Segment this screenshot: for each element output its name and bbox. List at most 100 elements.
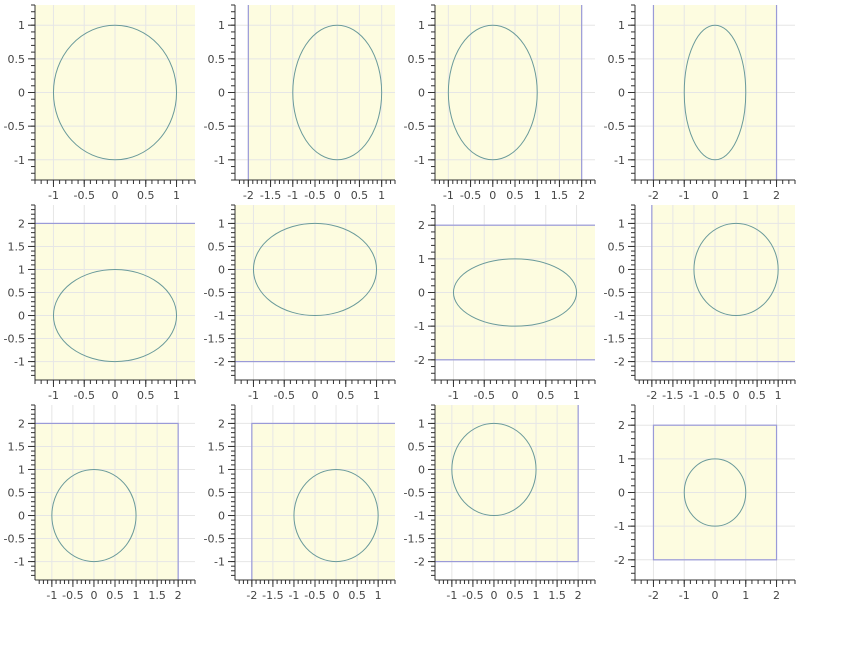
y-tick-label: -1 [14,154,25,167]
y-tick-label: -1 [614,520,625,533]
box-outline [581,5,583,180]
x-tick-label: -1 [248,389,259,402]
x-tick-label: -0.5 [62,589,83,602]
circle-glyph [252,222,378,317]
subplot-9: -1 -0.5 0 0.5 1 1.5 2 -1 -0.5 0 0.5 1 1.5 2 [4,404,196,602]
circle-glyph [52,268,178,363]
circle-glyph [683,24,747,161]
x-tick-label: 0 [490,589,497,602]
circle-glyph [693,222,779,317]
circle-glyph [52,24,178,161]
y-tick-label: 1.5 [8,240,26,253]
box-fill [651,205,795,362]
y-tick-label: 0 [618,87,625,100]
y-tick-label: -0.5 [404,120,425,133]
x-tick-label: 0.5 [106,589,124,602]
y-tick-label: 0 [418,463,425,476]
y-tick-label: 0 [18,310,25,323]
y-tick-label: 0.5 [8,487,26,500]
x-tick-label: 0.5 [506,589,524,602]
x-tick-label: 0.5 [137,189,155,202]
x-tick-label: 1.5 [551,189,569,202]
y-tick-label: 2 [18,417,25,430]
x-tick-label: 2 [773,189,780,202]
x-tick-label: -1 [443,189,454,202]
y-tick-label: 1 [418,19,425,32]
x-tick-label: -0.5 [304,189,325,202]
box-outline [247,5,249,180]
box-outline [251,422,395,580]
x-tick-label: 0.5 [137,389,155,402]
y-tick-label: 2 [418,219,425,232]
y-tick-label: -2 [614,356,625,369]
x-tick-label: 1 [173,389,180,402]
box-outline [235,360,395,363]
y-tick-label: 0 [18,510,25,523]
y-tick-label: 1 [418,417,425,430]
x-tick-label: 0.5 [337,389,355,402]
x-tick-label: -2 [243,189,254,202]
y-tick-label: 0.5 [608,53,626,66]
y-tick-label: -1 [214,310,225,323]
y-tick-label: -0.5 [604,120,625,133]
x-tick-label: 0.5 [748,389,766,402]
x-tick-label: 1 [573,389,580,402]
x-tick-label: 0 [712,189,719,202]
y-tick-label: 0 [618,487,625,500]
subplot-6: -1 -0.5 0 0.5 1 -2 -1.5 -1 -0.5 0 0.5 1 [204,204,396,402]
x-tick-label: -1.5 [260,189,281,202]
x-tick-label: -2 [646,389,657,402]
x-tick-label: 0.5 [537,389,555,402]
y-tick-label: 1 [18,463,25,476]
y-tick-label: -1 [614,310,625,323]
y-tick-label: -0.5 [204,120,225,133]
y-tick-label: -0.5 [204,287,225,300]
x-tick-label: 1 [375,589,382,602]
x-tick-label: 1 [133,589,140,602]
x-tick-label: 0 [312,389,319,402]
x-tick-label: -0.5 [704,389,725,402]
y-tick-label: -0.5 [4,533,25,546]
x-tick-label: 1 [775,389,782,402]
circle-glyph [293,468,379,563]
box-outline [435,405,579,563]
x-tick-label: -1 [448,389,459,402]
subplot-8: -2 -1.5 -1 -0.5 0 0.5 1 -2 -1.5 -1 -0.5 0 0.5 1 [604,204,796,402]
box-outline [435,224,595,361]
y-tick-label: 2 [218,417,225,430]
box-fill [35,5,195,180]
x-tick-label: -1.5 [662,389,683,402]
circle-glyph [683,458,747,527]
x-tick-label: -0.5 [462,589,483,602]
x-tick-label: 1 [373,389,380,402]
x-tick-label: 2 [575,589,582,602]
circle-glyph [51,468,137,563]
y-tick-label: -0.5 [4,333,25,346]
y-tick-label: -1 [614,154,625,167]
box-fill [35,423,179,580]
x-tick-label: -2 [648,589,659,602]
circle-glyph [451,422,537,517]
y-tick-label: 1 [218,19,225,32]
y-tick-label: 1 [618,19,625,32]
x-tick-label: -1 [48,189,59,202]
x-tick-label: -0.5 [273,389,294,402]
x-tick-label: 0 [112,189,119,202]
x-tick-label: -2 [246,589,257,602]
box-outline [35,222,195,225]
y-tick-label: 0.5 [8,53,26,66]
x-tick-label: 0 [712,589,719,602]
y-tick-label: -1 [14,556,25,569]
y-tick-label: 0.5 [8,287,26,300]
y-tick-label: -0.5 [404,487,425,500]
y-tick-label: 0.5 [408,440,426,453]
x-tick-label: 0 [733,389,740,402]
x-tick-label: 0.5 [351,189,369,202]
subplot-4: -2 -1 0 1 2 -1 -0.5 0 0.5 1 [604,4,796,202]
x-tick-label: -0.5 [73,189,94,202]
x-tick-label: 1.5 [548,589,566,602]
x-tick-label: 1 [173,189,180,202]
y-tick-label: 1.5 [208,440,226,453]
y-tick-label: 0.5 [408,53,426,66]
